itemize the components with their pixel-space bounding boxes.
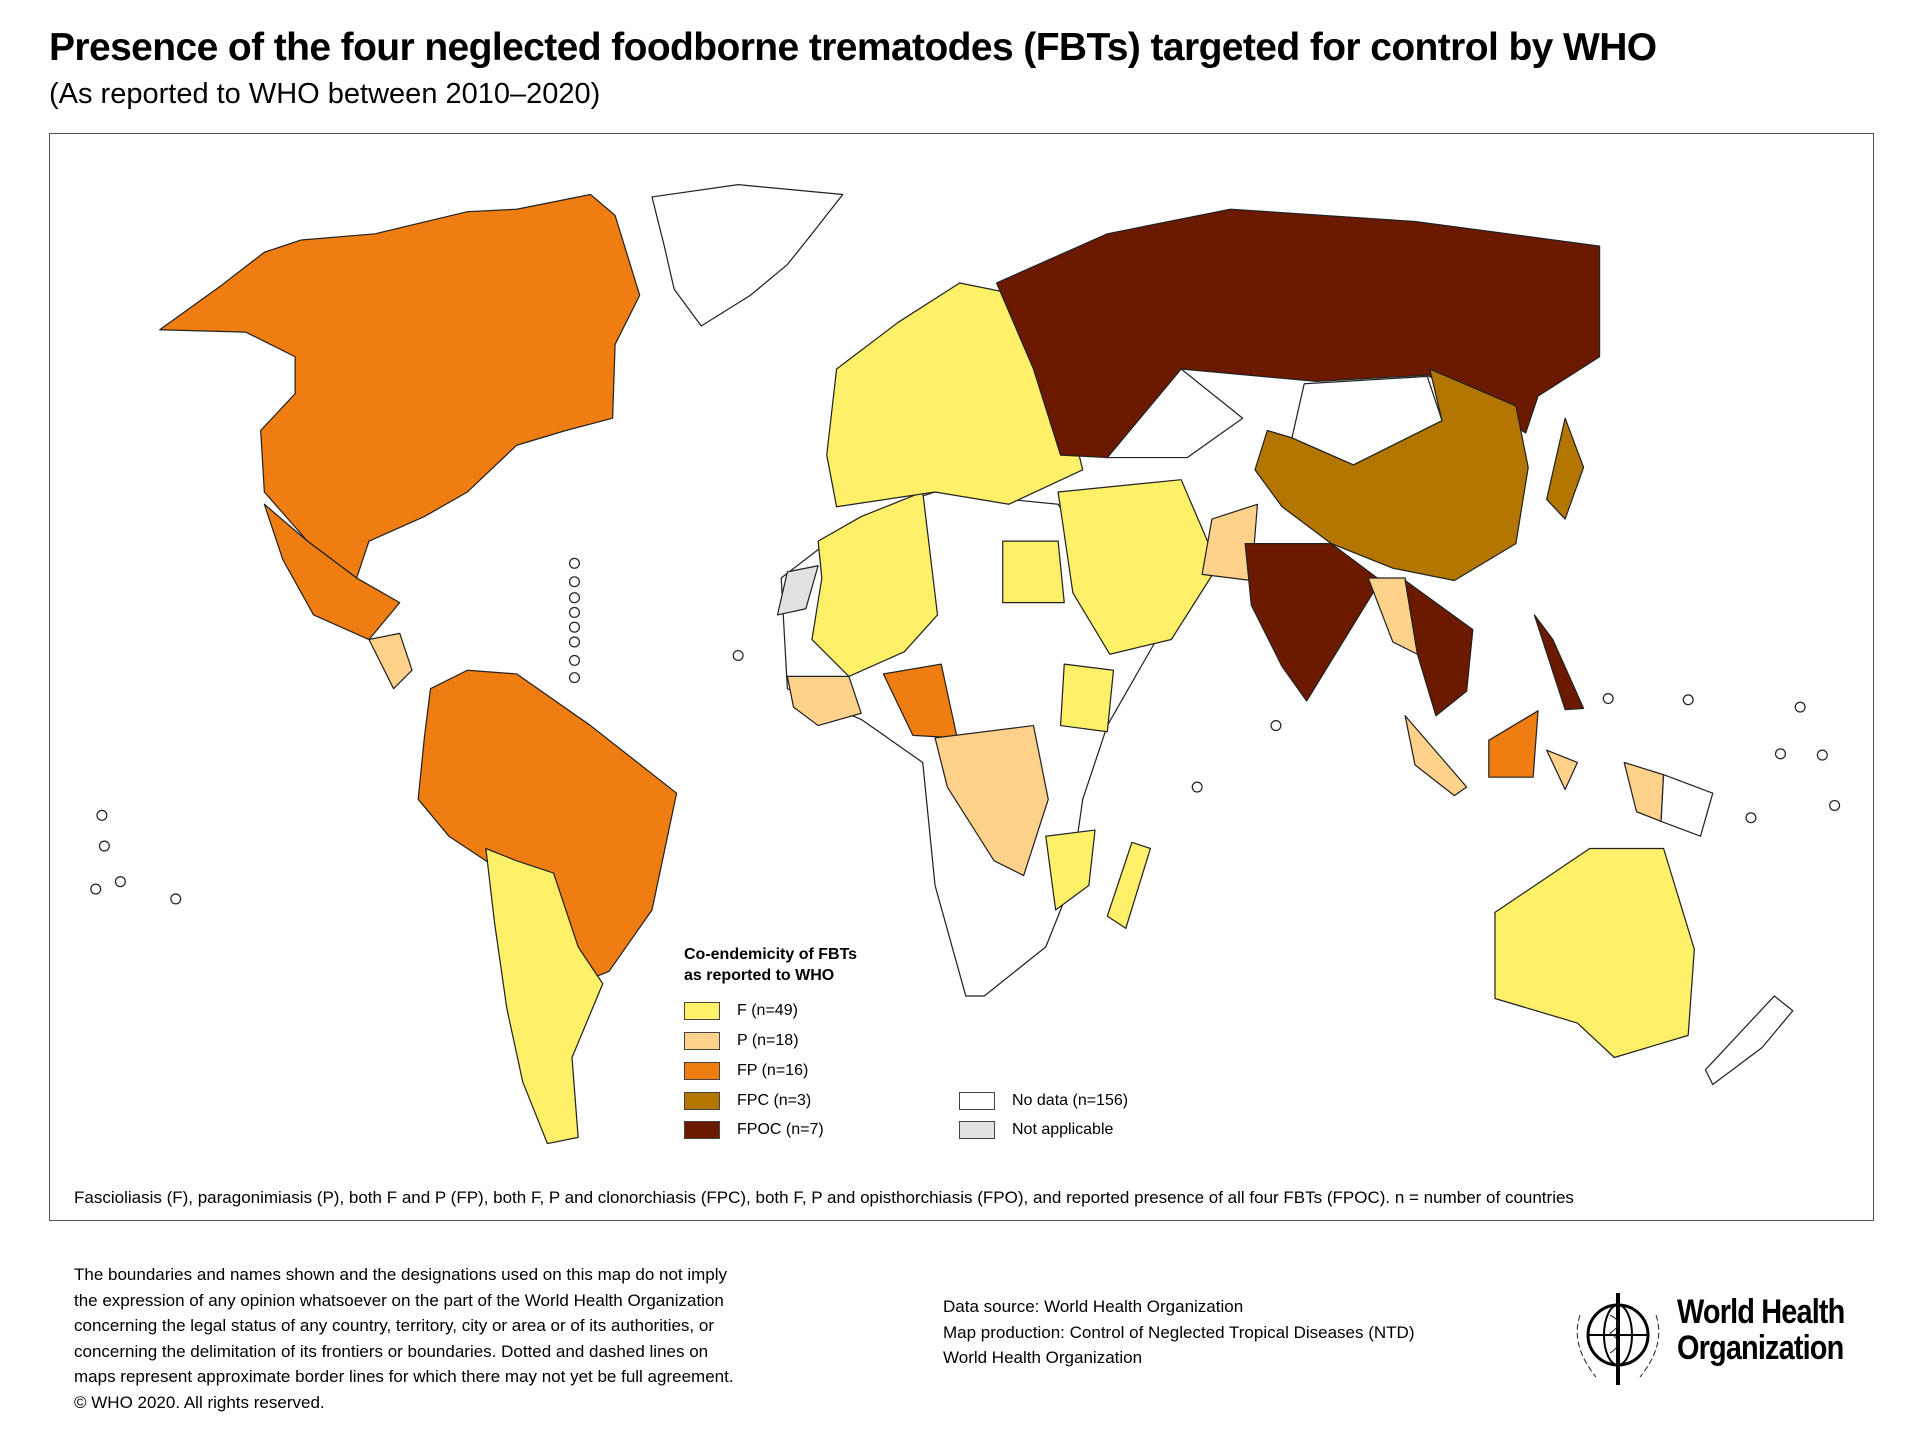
- who-emblem-icon: [1576, 1293, 1660, 1385]
- madagascar-f: [1106, 841, 1152, 930]
- map-title: Presence of the four neglected foodborne…: [49, 26, 1657, 69]
- legend-swatch-fp: [684, 1062, 720, 1080]
- legend-title-line1: Co-endemicity of FBTs: [684, 946, 858, 963]
- borneo-fp: [1488, 710, 1539, 778]
- papua-no-data: [1660, 774, 1714, 837]
- legend-title: Co-endemicity of FBTs as reported to WHO: [684, 944, 857, 986]
- map-frame: [49, 133, 1874, 1221]
- western-sahara-na: [776, 565, 819, 616]
- disclaimer-line: concerning the legal status of any count…: [74, 1316, 714, 1335]
- west-africa-p: [786, 675, 862, 727]
- disclaimer-line: maps represent approximate border lines …: [74, 1367, 734, 1386]
- central-america-p: [368, 632, 413, 690]
- legend-swatch-not-applicable: [959, 1121, 995, 1139]
- world-map: [90, 184, 1841, 1145]
- logo-line1: World Health: [1677, 1293, 1845, 1331]
- north-america-fp: [159, 193, 641, 579]
- legend-label-f: F (n=49): [737, 1002, 798, 1019]
- legend-swatch-no-data: [959, 1092, 995, 1110]
- credits-data-source: Data source: World Health Organization: [943, 1297, 1244, 1316]
- legend-swatch-fpoc: [684, 1121, 720, 1139]
- disclaimer-line: The boundaries and names shown and the d…: [74, 1265, 728, 1284]
- sumatra-p: [1404, 715, 1468, 797]
- east-africa-f: [1045, 829, 1096, 911]
- ethiopia-f: [1059, 663, 1115, 733]
- europe-f: [826, 282, 1084, 508]
- new-zealand-no-data: [1704, 995, 1794, 1086]
- legend-swatch-fpc: [684, 1092, 720, 1110]
- indochina-fpoc: [1404, 579, 1474, 717]
- legend-title-line2: as reported to WHO: [684, 967, 835, 984]
- disclaimer-line: © WHO 2020. All rights reserved.: [74, 1392, 325, 1412]
- australia-f: [1494, 847, 1695, 1059]
- russia-fpoc: [995, 208, 1601, 459]
- legend-label-fp: FP (n=16): [737, 1062, 809, 1079]
- mexico-central-america-fp: [263, 503, 401, 641]
- japan-fpc: [1546, 417, 1585, 520]
- legend-label-no-data: No data (n=156): [1012, 1092, 1129, 1109]
- map-subtitle: (As reported to WHO between 2010–2020): [49, 78, 601, 110]
- disclaimer-line: the expression of any opinion whatsoever…: [74, 1290, 724, 1310]
- legend-swatch-f: [684, 1002, 720, 1020]
- egypt-f: [1002, 540, 1065, 604]
- disclaimer: The boundaries and names shown and the d…: [74, 1262, 734, 1415]
- small-islands: [90, 557, 1841, 905]
- middle-east-f: [1057, 479, 1219, 655]
- central-africa-p: [934, 724, 1049, 877]
- logo-line2: Organization: [1677, 1329, 1844, 1367]
- credits-organization: World Health Organization: [943, 1348, 1143, 1367]
- disclaimer-line: concerning the delimitation of its front…: [74, 1341, 709, 1361]
- who-logo-text: World Health Organization: [1677, 1293, 1845, 1367]
- credits: Data source: World Health Organization M…: [943, 1294, 1414, 1371]
- south-america-f: [485, 847, 604, 1145]
- legend-label-fpoc: FPOC (n=7): [737, 1121, 824, 1138]
- legend-label-not-applicable: Not applicable: [1012, 1121, 1114, 1138]
- philippines-fpoc: [1533, 614, 1585, 711]
- north-africa-f: [811, 491, 939, 678]
- map-footnote: Fascioliasis (F), paragonimiasis (P), bo…: [74, 1188, 1574, 1207]
- legend-label-fpc: FPC (n=3): [737, 1092, 812, 1109]
- china-fpc: [1254, 368, 1529, 582]
- credits-map-production: Map production: Control of Neglected Tro…: [943, 1322, 1415, 1342]
- legend-label-p: P (n=18): [737, 1032, 799, 1049]
- greenland: [651, 184, 844, 327]
- india-fpoc: [1244, 542, 1382, 702]
- legend-swatch-p: [684, 1032, 720, 1050]
- sulawesi-p: [1546, 749, 1579, 791]
